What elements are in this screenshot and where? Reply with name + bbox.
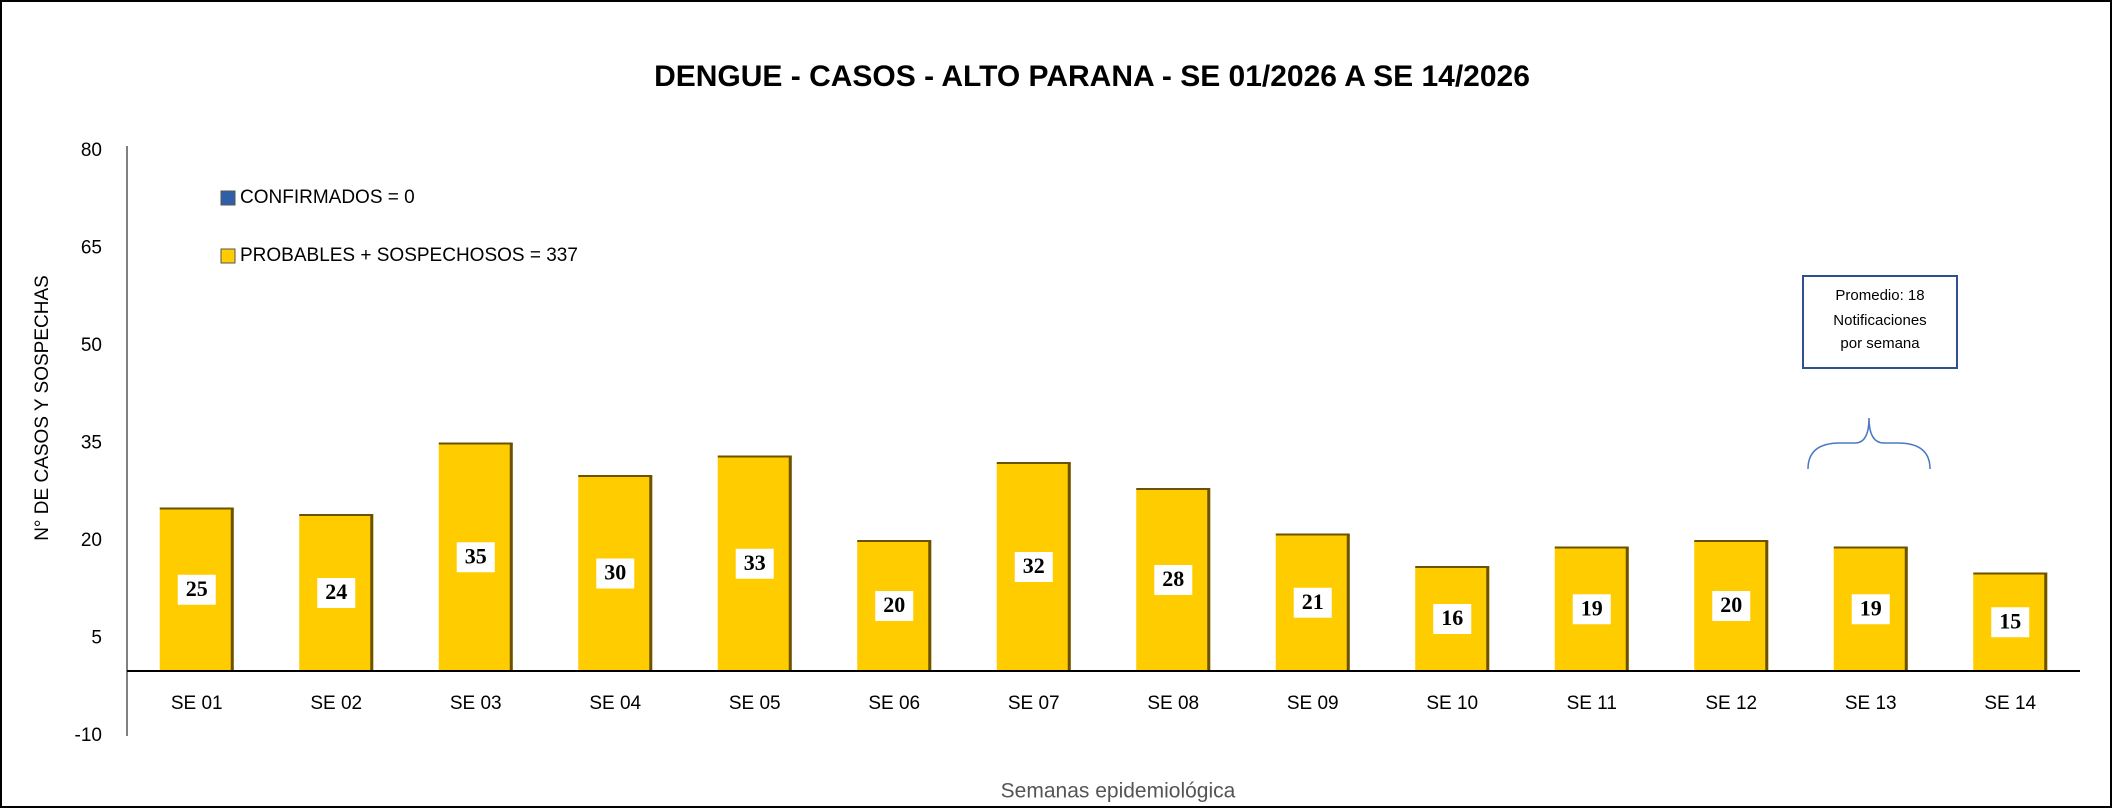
bar-shadow [1346, 534, 1350, 671]
bar-shadow [1904, 547, 1908, 671]
bar-shadow [1765, 541, 1769, 671]
x-axis-label: Semanas epidemiológica [1001, 780, 1236, 803]
y-tick-label: -10 [75, 725, 102, 746]
bar-shadow [1486, 567, 1490, 671]
chart-title: DENGUE - CASOS - ALTO PARANA - SE 01/202… [654, 60, 1530, 93]
bar-shadow [370, 515, 374, 671]
x-tick-label: SE 09 [1287, 693, 1339, 714]
value-label: 24 [325, 579, 347, 604]
y-tick-label: 35 [81, 433, 102, 454]
annotation-text: por semana [1840, 335, 1920, 352]
y-tick-label: 20 [81, 530, 102, 551]
value-label: 32 [1023, 553, 1045, 578]
value-label-box [1433, 604, 1472, 634]
value-label-box [735, 548, 774, 579]
value-label-box [177, 574, 216, 605]
value-label-box [456, 542, 495, 573]
value-label: 21 [1302, 589, 1324, 614]
x-tick-label: SE 08 [1147, 693, 1199, 714]
value-label: 20 [1720, 592, 1742, 617]
x-tick-label: SE 02 [310, 693, 362, 714]
annotation-box [1802, 275, 1958, 369]
value-label: 28 [1162, 566, 1184, 591]
x-tick-label: SE 13 [1845, 693, 1897, 714]
value-label: 15 [1999, 608, 2021, 633]
value-label: 19 [1860, 595, 1882, 620]
value-label-box [1572, 594, 1611, 625]
bar-shadow [649, 476, 653, 671]
legend-label: CONFIRMADOS = 0 [240, 187, 415, 208]
value-label: 19 [1581, 595, 1603, 620]
value-label-box [1991, 607, 2030, 638]
x-tick-label: SE 03 [450, 693, 502, 714]
value-label: 33 [744, 550, 766, 575]
x-tick-label: SE 01 [171, 693, 223, 714]
value-label: 16 [1441, 605, 1463, 630]
bar-shadow [509, 443, 513, 671]
y-tick-label: 65 [81, 238, 102, 259]
legend-swatch [220, 190, 236, 206]
value-label-box [1712, 591, 1751, 621]
annotation-text: Promedio: 18 [1835, 287, 1924, 304]
value-label: 35 [465, 543, 487, 568]
value-label: 20 [883, 592, 905, 617]
bar-shadow [1625, 547, 1629, 671]
value-label-box [596, 558, 635, 589]
legend-label: PROBABLES + SOSPECHOSOS = 337 [240, 245, 578, 266]
annotation-text: Notificaciones [1833, 312, 1926, 329]
annotation-brace [1807, 417, 1931, 470]
y-tick-label: 80 [81, 140, 102, 161]
x-tick-label: SE 10 [1426, 693, 1478, 714]
bar-shadow [1067, 463, 1071, 671]
bar-shadow [230, 508, 234, 671]
value-label: 25 [186, 576, 208, 601]
legend-swatch [220, 248, 236, 264]
x-tick-label: SE 11 [1567, 693, 1617, 714]
value-label-box [317, 578, 356, 608]
y-tick-label: 5 [91, 628, 102, 649]
y-tick-label: 50 [81, 335, 102, 356]
bar-shadow [928, 541, 932, 671]
x-tick-label: SE 14 [1984, 693, 2036, 714]
value-label-box [1014, 552, 1053, 582]
bar-shadow [1207, 489, 1211, 671]
value-label-box [1851, 594, 1890, 625]
value-label-box [1154, 565, 1193, 595]
x-tick-label: SE 05 [729, 693, 781, 714]
x-tick-label: SE 07 [1008, 693, 1060, 714]
value-label: 30 [604, 560, 626, 585]
bar-shadow [788, 456, 792, 671]
y-axis-label: N° DE CASOS Y SOSPECHAS [32, 275, 53, 541]
x-tick-label: SE 04 [589, 693, 641, 714]
bar-shadow [2044, 573, 2048, 671]
x-tick-label: SE 12 [1705, 693, 1757, 714]
value-label-box [875, 591, 914, 621]
x-tick-label: SE 06 [868, 693, 920, 714]
value-label-box [1293, 587, 1332, 618]
